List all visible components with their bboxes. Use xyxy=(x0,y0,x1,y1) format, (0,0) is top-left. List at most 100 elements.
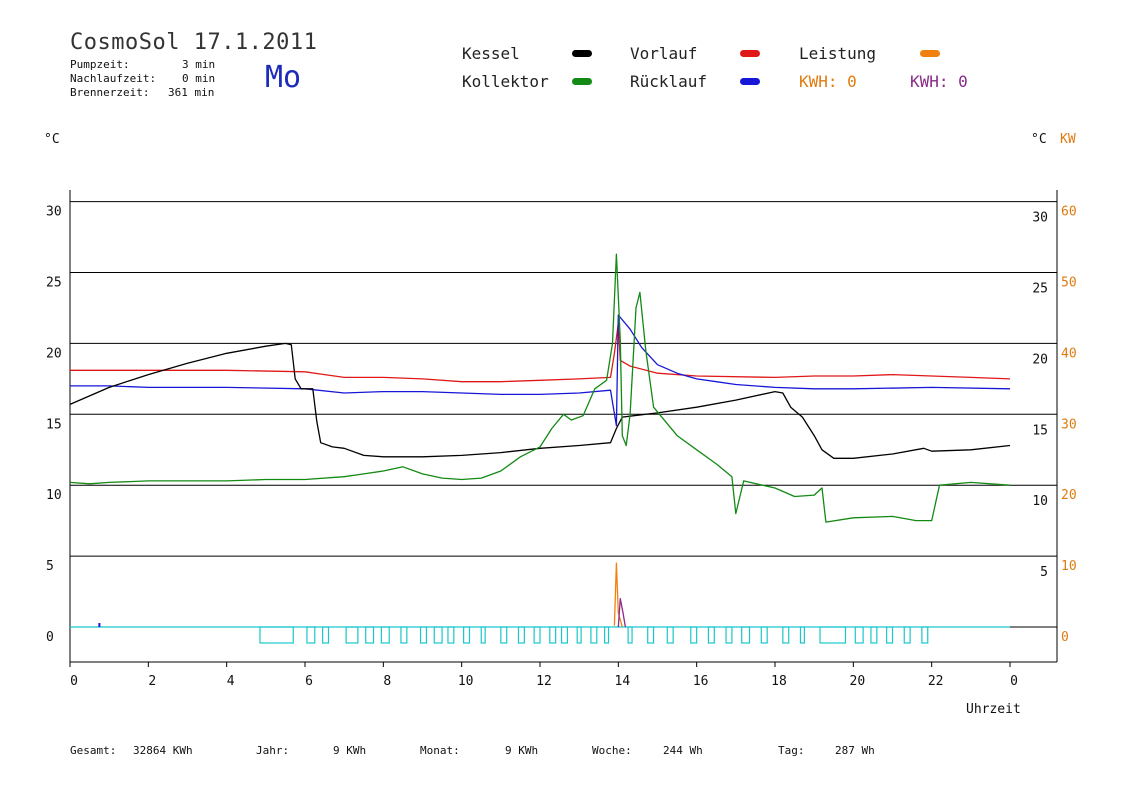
x-tick-label: 6 xyxy=(305,674,313,689)
pump-on-box xyxy=(500,626,508,644)
legend-kwh-orange: KWH: 0 xyxy=(799,72,857,91)
legend-kessel-label: Kessel xyxy=(462,44,520,63)
legend-kwh-purple: KWH: 0 xyxy=(910,72,968,91)
stat-pumpzeit-value: 3 min xyxy=(182,58,216,71)
pump-on-box xyxy=(760,626,768,644)
pump-on-box xyxy=(903,626,911,644)
legend-ruecklauf-swatch xyxy=(740,78,760,85)
pump-on-box xyxy=(819,626,847,644)
right-axis-unit: °C xyxy=(1031,132,1047,147)
chart-title: CosmoSol 17.1.2011 xyxy=(70,30,318,55)
series-rcklauf xyxy=(70,314,1011,427)
y-tick-label-left: 25 xyxy=(46,276,62,291)
legend-kollektor-label: Kollektor xyxy=(462,72,549,91)
pump-on-box xyxy=(533,626,541,644)
y-tick-label-right: 20 xyxy=(1032,352,1048,367)
stat-nachlaufzeit-label: Nachlaufzeit: xyxy=(70,72,157,85)
x-tick-label: 16 xyxy=(693,674,709,689)
stat-brennerzeit-label: Brennerzeit: xyxy=(70,86,150,99)
footer-jahr-value: 9 KWh xyxy=(333,744,367,757)
legend-leistung-label: Leistung xyxy=(799,44,877,63)
footer-gesamt-value: 32864 KWh xyxy=(133,744,193,757)
pump-on-box xyxy=(707,626,715,644)
x-tick-label: 8 xyxy=(383,674,391,689)
y-tick-label-right: 25 xyxy=(1032,282,1048,297)
footer-monat-label: Monat: xyxy=(420,744,460,757)
y-tick-label-right: 30 xyxy=(1032,211,1048,226)
pump-on-box xyxy=(886,626,894,644)
series-leistung xyxy=(613,562,623,628)
legend-vorlauf-swatch xyxy=(740,50,760,57)
y-tick-label-right: 5 xyxy=(1040,565,1048,580)
legend-leistung-swatch xyxy=(920,50,940,57)
pump-on-box xyxy=(447,626,455,644)
footer-jahr-label: Jahr: xyxy=(256,744,290,757)
pump-on-box xyxy=(576,626,582,644)
footer-monat-value: 9 KWh xyxy=(505,744,539,757)
pump-on-box xyxy=(400,626,408,644)
x-axis-label: Uhrzeit xyxy=(966,702,1021,717)
footer-gesamt-label: Gesamt: xyxy=(70,744,117,757)
y-tick-label-kw: 10 xyxy=(1061,559,1077,574)
pump-on-box xyxy=(782,626,790,644)
pump-on-box xyxy=(799,626,805,644)
left-axis-unit: °C xyxy=(44,132,60,147)
pump-on-box xyxy=(259,626,294,644)
chart-series xyxy=(69,253,1011,628)
x-tick-label: 4 xyxy=(227,674,235,689)
legend-vorlauf-label: Vorlauf xyxy=(630,44,698,63)
x-tick-label: 12 xyxy=(536,674,552,689)
pump-on-box xyxy=(690,626,698,644)
y-tick-label-kw: 40 xyxy=(1061,346,1077,361)
pump-on-box xyxy=(549,626,557,644)
pump-on-box xyxy=(590,626,598,644)
pump-on-box xyxy=(666,626,674,644)
y-tick-label-left: 30 xyxy=(46,205,62,220)
y-tick-label-right: 15 xyxy=(1032,423,1048,438)
chart-axes xyxy=(69,190,1058,663)
y-tick-label-kw: 20 xyxy=(1061,488,1077,503)
pump-on-box xyxy=(306,626,316,644)
pump-on-box xyxy=(854,626,864,644)
footer-woche-label: Woche: xyxy=(592,744,632,757)
pump-on-box xyxy=(517,626,525,644)
pump-status-trace xyxy=(70,623,1010,644)
y-tick-label-kw: 30 xyxy=(1061,417,1077,432)
x-tick-label: 2 xyxy=(148,674,156,689)
pump-on-box xyxy=(419,626,428,644)
stat-pumpzeit-label: Pumpzeit: xyxy=(70,58,130,71)
legend-kessel-swatch xyxy=(572,50,592,57)
pump-on-box xyxy=(627,626,633,644)
pump-on-box xyxy=(463,626,471,644)
stat-nachlaufzeit-value: 0 min xyxy=(182,72,216,85)
pump-on-box xyxy=(345,626,359,644)
y-tick-label-left: 0 xyxy=(46,630,54,645)
y-tick-label-kw: 60 xyxy=(1061,205,1077,220)
x-tick-label: 22 xyxy=(928,674,944,689)
pump-on-box xyxy=(604,626,610,644)
x-tick-label: 0 xyxy=(1010,674,1018,689)
x-tick-label: 0 xyxy=(70,674,78,689)
pump-on-box xyxy=(365,626,375,644)
pump-on-box xyxy=(741,626,751,644)
stat-brennerzeit-value: 361 min xyxy=(168,86,215,99)
x-tick-label: 20 xyxy=(850,674,866,689)
pump-on-box xyxy=(560,626,569,644)
pump-on-box xyxy=(433,626,443,644)
pump-on-box xyxy=(380,626,390,644)
y-tick-label-kw: 50 xyxy=(1061,276,1077,291)
pump-on-box xyxy=(647,626,655,644)
weekday-label: Mo xyxy=(265,60,302,95)
y-tick-label-right: 10 xyxy=(1032,494,1048,509)
series-kessel xyxy=(69,342,1011,459)
y-tick-label-kw: 0 xyxy=(1061,630,1069,645)
series-kollektor xyxy=(69,253,1011,523)
y-tick-label-left: 20 xyxy=(46,346,62,361)
pump-on-box xyxy=(322,626,330,644)
pump-on-box xyxy=(480,626,486,644)
y-tick-label-left: 10 xyxy=(46,488,62,503)
series-kwh xyxy=(617,597,627,628)
legend-ruecklauf-label: Rücklauf xyxy=(630,72,708,91)
chart-ticks: 0 2 4 6 8 10 12 14 16 18 20 22 030252015105030252015… xyxy=(46,205,1077,689)
